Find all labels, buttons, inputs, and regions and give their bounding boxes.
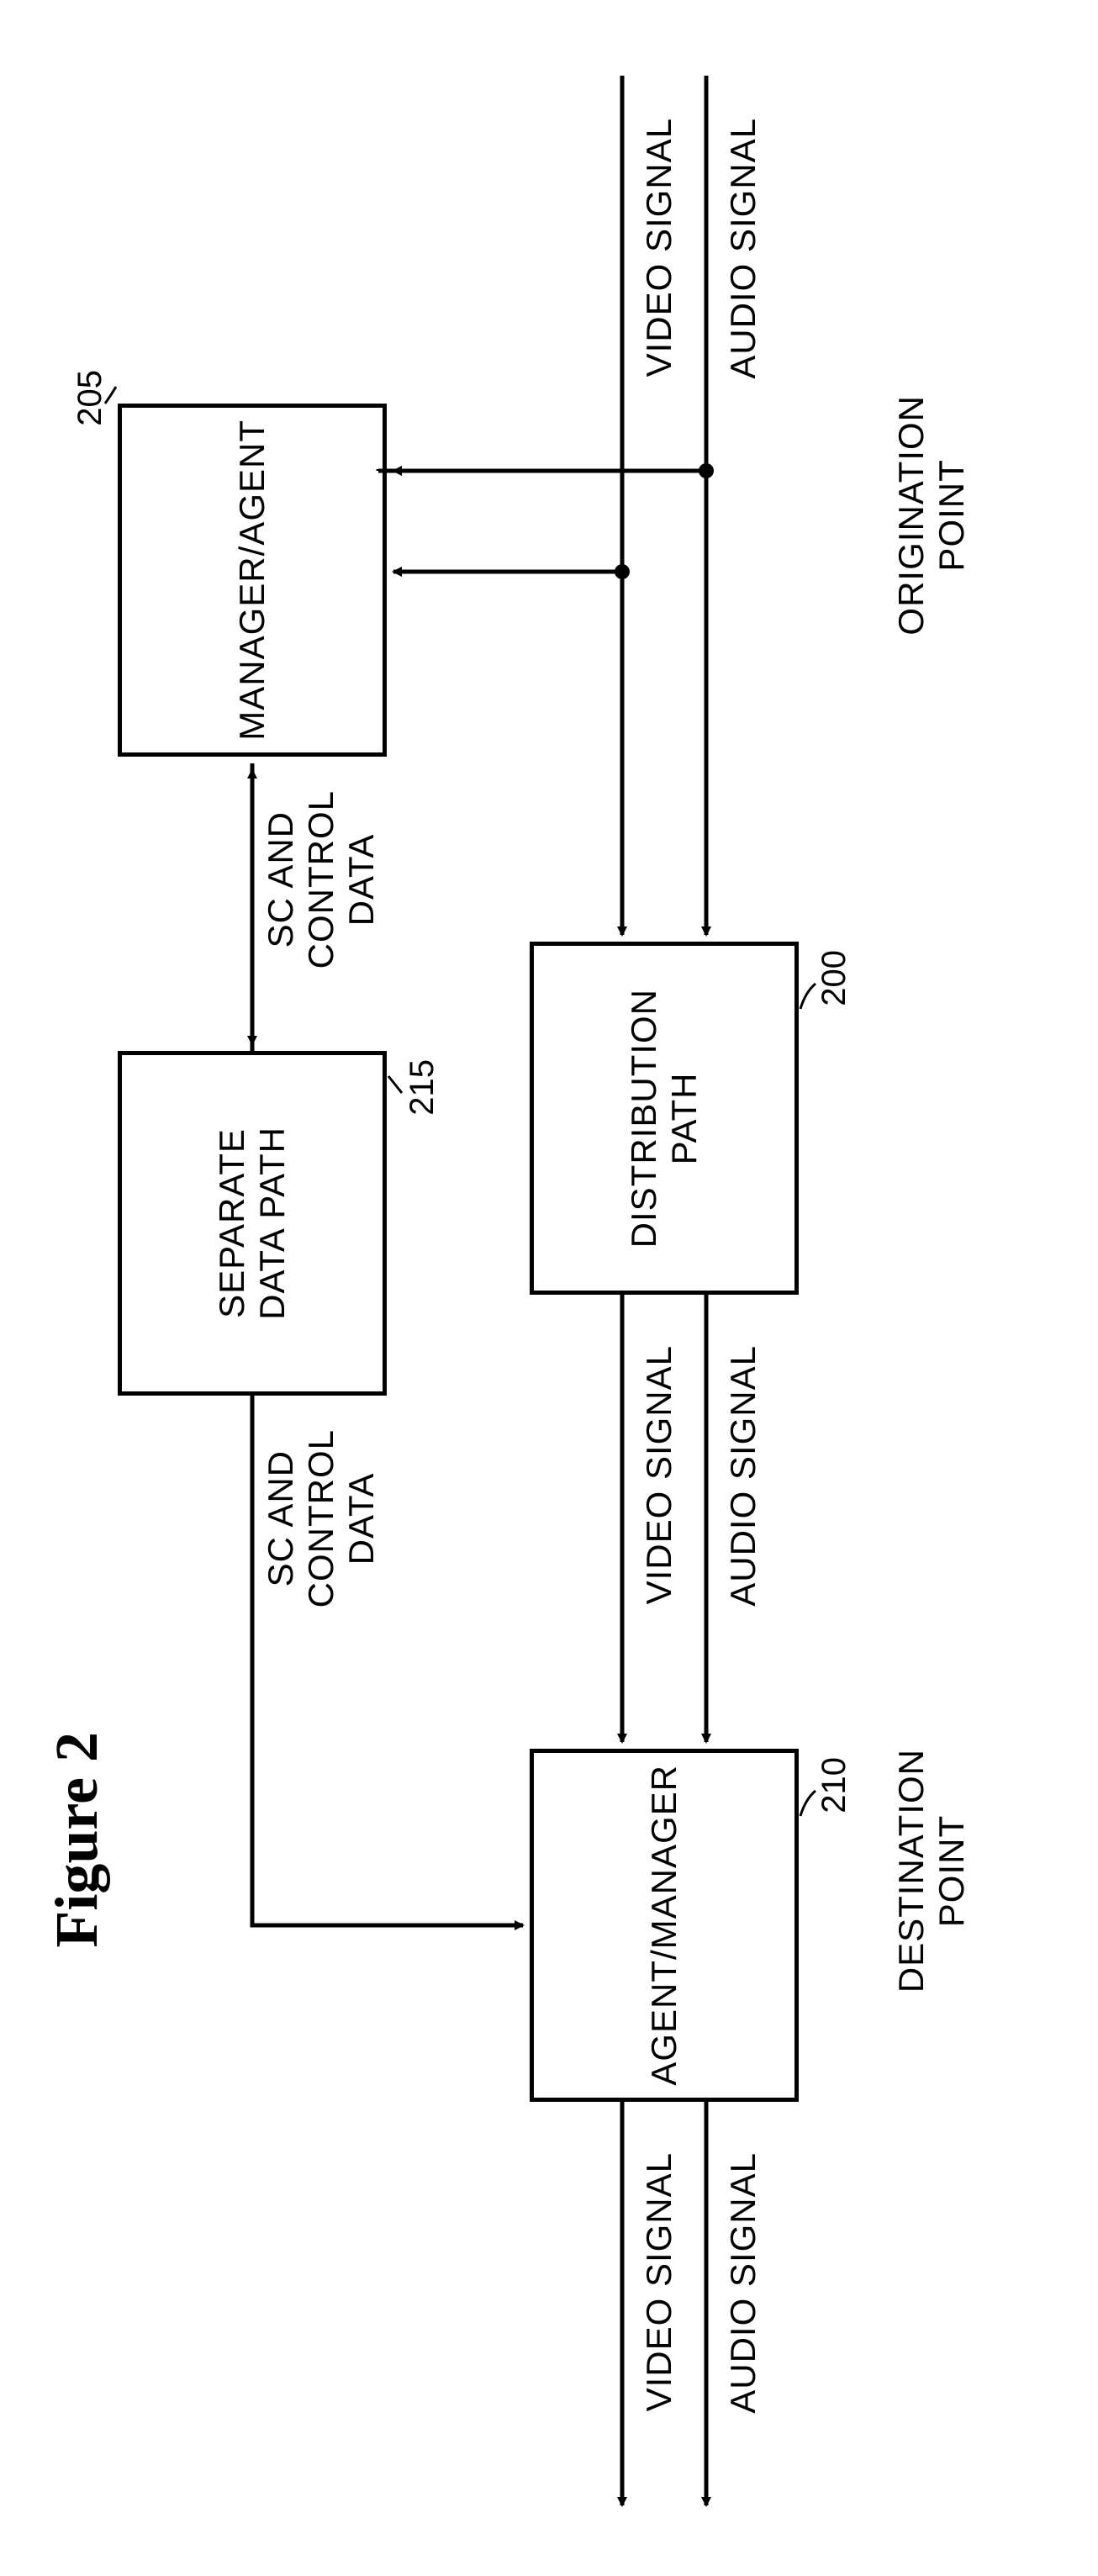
video-signal-out-label: VIDEO SIGNAL [639, 2152, 679, 2411]
video-signal-mid-label: VIDEO SIGNAL [639, 1345, 679, 1604]
agent-manager-label: AGENT/MANAGER [644, 1765, 684, 2086]
figure-caption: Figure 2 [42, 1732, 112, 1948]
origination-point-header: ORIGINATION POINT [891, 395, 972, 636]
sc-control-right-label: SC AND CONTROL DATA [261, 1429, 382, 1607]
sc-control-left-label: SC AND CONTROL DATA [261, 790, 382, 969]
ref-205: 205 [71, 370, 109, 426]
audio-signal-in-label: AUDIO SIGNAL [723, 118, 763, 379]
separate-data-path-label: SEPARATE DATA PATH [212, 1127, 293, 1320]
distribution-path-label: DISTRIBUTION PATH [624, 989, 705, 1248]
manager-agent-block: MANAGER/AGENT [118, 404, 387, 757]
ref-215: 215 [404, 1059, 441, 1116]
manager-agent-label: MANAGER/AGENT [232, 420, 272, 741]
distribution-path-block: DISTRIBUTION PATH [530, 942, 799, 1295]
separate-data-path-block: SEPARATE DATA PATH [118, 1051, 387, 1396]
diagram-canvas: DISTRIBUTION PATH AGENT/MANAGER MANAGER/… [0, 0, 1098, 2576]
audio-signal-mid-label: AUDIO SIGNAL [723, 1345, 763, 1607]
audio-signal-out-label: AUDIO SIGNAL [723, 2152, 763, 2414]
ref-210: 210 [816, 1757, 853, 1813]
ref-200: 200 [816, 950, 853, 1006]
video-signal-in-label: VIDEO SIGNAL [639, 118, 679, 377]
agent-manager-block: AGENT/MANAGER [530, 1749, 799, 2102]
destination-point-header: DESTINATION POINT [891, 1749, 972, 1993]
